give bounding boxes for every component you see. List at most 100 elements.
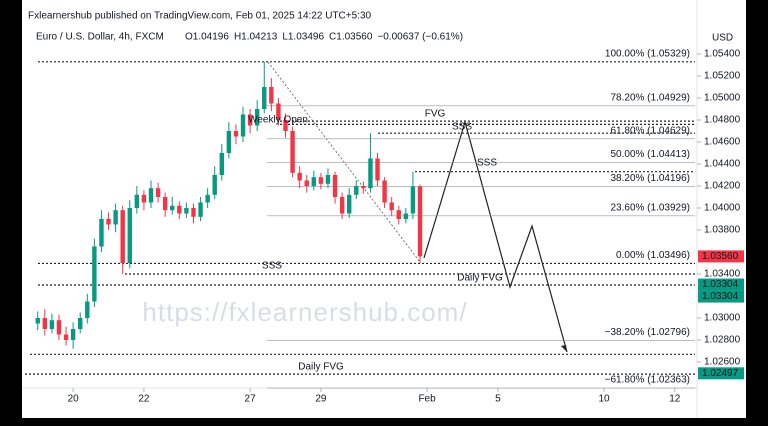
candle-body [162, 197, 168, 211]
candle-body [99, 219, 104, 247]
projection-path [423, 119, 568, 353]
y-tick-label: 1.05200 [704, 71, 741, 82]
price-tag-label: 1.03304 [702, 279, 739, 290]
candle-body [347, 194, 352, 214]
annotation: FVG [425, 109, 446, 120]
ohlc-value: O1.04196 [185, 32, 229, 43]
y-tick-label: 1.05400 [704, 49, 741, 60]
candle-body [49, 320, 55, 329]
candle-body [262, 87, 267, 109]
candle-body [332, 175, 338, 197]
candle-body [318, 177, 324, 184]
y-tick-label: 1.04600 [704, 137, 741, 148]
candle-body [141, 194, 147, 203]
ohlc-value: −0.00637 (−0.61%) [377, 32, 463, 43]
price-tag [698, 367, 744, 380]
annotation: Daily FVG [298, 362, 344, 373]
candle-body [283, 120, 288, 131]
watermark: https://fxlearnershub.com/ [142, 297, 467, 327]
x-tick-label: 29 [315, 394, 327, 405]
candle-body [35, 318, 40, 324]
x-tick-label: Feb [418, 394, 436, 405]
candle-body [417, 186, 423, 257]
ohlc-value: L1.03496 [282, 32, 324, 43]
x-tick-label: 20 [68, 394, 80, 405]
price-tag-label: 1.03560 [702, 251, 739, 262]
candle-body [155, 188, 161, 197]
fib-label: −61.80% (1.02363) [605, 375, 690, 386]
fib-label: 50.00% (1.04413) [610, 149, 690, 160]
candle-body [396, 210, 401, 219]
price-tag [698, 250, 744, 263]
x-tick-label: 22 [138, 394, 150, 405]
candle-body [240, 114, 246, 137]
candle-body [254, 109, 260, 126]
annotation: Weekly Open [248, 115, 308, 126]
ohlc-value: H1.04213 [234, 32, 278, 43]
candle-body [191, 208, 196, 217]
y-tick-label: 1.03800 [704, 225, 741, 236]
candle-body [78, 318, 83, 329]
candle-body [205, 194, 210, 203]
annotation: SSS [262, 261, 282, 272]
symbol: Euro / U.S. Dollar, 4h, FXCM [36, 32, 164, 43]
candle-body [297, 172, 302, 181]
candle-body [184, 208, 189, 214]
candle-body [389, 202, 394, 211]
candle-body [92, 246, 97, 302]
fib-label: 78.20% (1.04929) [610, 92, 690, 103]
y-tick-label: 1.05000 [704, 93, 741, 104]
publisher: Fxlearnershub published on TradingView.c… [28, 11, 372, 22]
y-tick-label: 1.04400 [704, 159, 741, 170]
candle-body [361, 186, 366, 189]
candle-body [304, 180, 309, 186]
annotation: Daily FVG [457, 273, 503, 284]
y-tick-label: 1.03000 [704, 313, 741, 324]
candle-body [120, 210, 125, 263]
x-tick-label: 10 [598, 394, 610, 405]
candle-body [198, 202, 203, 217]
candle-body [127, 208, 132, 263]
candle-body [70, 329, 76, 340]
projection-arrow [561, 345, 567, 352]
fib-label: 0.00% (1.03496) [616, 250, 690, 261]
candle-body [325, 175, 331, 184]
candle-body [339, 197, 345, 214]
y-tick-label: 1.04200 [704, 181, 741, 192]
y-tick-label: 1.02600 [704, 357, 741, 368]
candle-body [177, 205, 182, 214]
currency: USD [712, 33, 733, 44]
fib-label: 38.20% (1.04196) [610, 173, 690, 184]
annotation: SSS [452, 122, 472, 133]
fib-label: 23.60% (1.03929) [610, 202, 690, 213]
candle-body [233, 131, 239, 137]
fib-label: −38.20% (1.02796) [605, 327, 690, 338]
x-tick-label: 5 [495, 394, 501, 405]
y-tick-label: 1.02800 [704, 335, 741, 346]
candle-body [212, 175, 217, 195]
candle-body [382, 180, 387, 203]
candle-body [368, 158, 373, 189]
candle-body [375, 158, 380, 181]
candle-body [354, 186, 359, 195]
fib-label: 100.00% (1.05329) [605, 48, 690, 59]
candle-body [106, 219, 111, 225]
ohlc-value: C1.03560 [329, 32, 373, 43]
candle-body [219, 153, 224, 175]
y-tick-label: 1.04000 [704, 203, 741, 214]
price-tag-label: 1.02497 [702, 368, 739, 379]
candle-body [410, 186, 416, 214]
chart-background [22, 0, 746, 418]
y-tick-label: 1.03400 [704, 269, 741, 280]
candle-body [403, 213, 409, 219]
price-tag [698, 290, 744, 303]
candle-body [148, 188, 154, 203]
y-tick-label: 1.04800 [704, 115, 741, 126]
fib-label: 61.80% (1.04629) [610, 125, 690, 136]
candle-body [247, 114, 253, 126]
candle-body [85, 301, 90, 318]
candle-body [269, 87, 274, 104]
annotation: SSS [477, 158, 497, 169]
